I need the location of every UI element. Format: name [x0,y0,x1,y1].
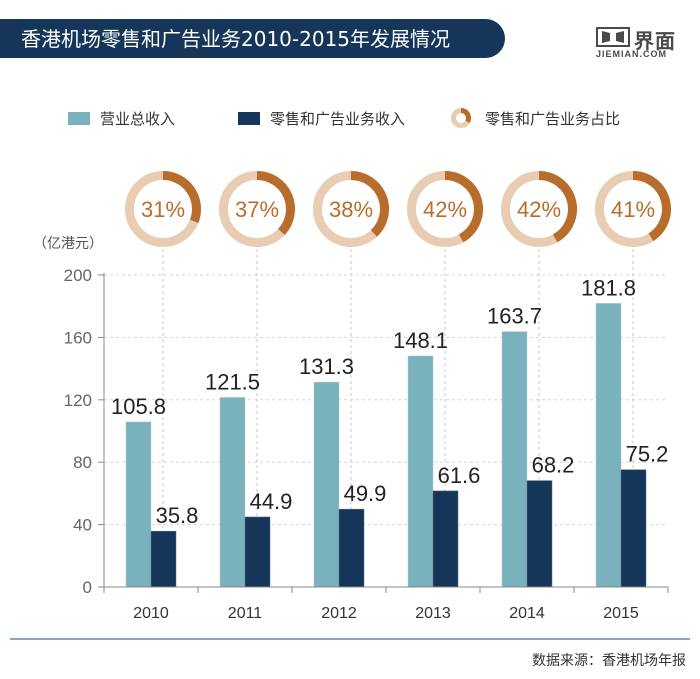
legend-label-total: 营业总收入 [100,109,176,128]
donut-arc [162,171,201,223]
bar-label-retail: 75.2 [626,442,669,467]
bar-label-retail: 35.8 [156,503,199,528]
legend-item-total: 营业总收入 [68,106,175,130]
legend-label-share: 零售和广告业务占比 [485,109,621,128]
donut-label: 42% [517,197,561,222]
bar-total [219,397,246,588]
bar-retail [526,480,553,588]
bar-retail [432,490,459,588]
bar-label-total: 181.8 [581,275,636,300]
donut-label: 37% [235,197,279,222]
legend-label-retail: 零售和广告业务收入 [270,109,406,128]
donut-label: 31% [141,197,185,222]
y-tick-label: 0 [83,578,92,597]
jiemian-logo: 界面 JIEMIAN.COM [596,25,686,65]
x-tick-label: 2014 [509,605,545,622]
donut-arc [256,171,295,236]
donut-arc [632,171,671,242]
donut-arc [444,171,483,243]
y-tick-label: 40 [73,516,92,535]
bar-retail [338,508,365,588]
footer-divider [10,638,690,640]
bar-label-total: 148.1 [393,328,448,353]
legend-swatch-retail [238,111,260,125]
bar-total [501,331,528,588]
y-tick-label: 80 [73,453,92,472]
legend-donut-icon [451,108,471,128]
bar-label-total: 121.5 [205,369,260,394]
bar-total [407,355,434,588]
donut-label: 41% [611,197,655,222]
x-tick-label: 2015 [603,605,639,622]
x-tick-label: 2013 [415,605,451,622]
logo-mark-icon [596,27,630,47]
bar-total [125,421,152,588]
y-axis-unit-label: （亿港元） [33,236,103,252]
chart-title: 香港机场零售和广告业务2010-2015年发展情况 [21,27,451,51]
bar-total [595,303,622,588]
bar-total [313,381,340,588]
bar-label-total: 163.7 [487,304,542,329]
legend-swatch-total [68,111,90,125]
y-tick-label: 160 [64,328,92,347]
donut-label: 38% [329,197,373,222]
y-tick-label: 120 [64,391,92,410]
bar-retail [244,516,271,588]
title-banner [0,19,505,58]
logo-text-en: JIEMIAN.COM [596,49,668,59]
bar-label-retail: 68.2 [532,453,575,478]
data-source: 数据来源：香港机场年报 [532,653,686,669]
bar-label-retail: 44.9 [250,489,293,514]
bar-label-total: 131.3 [299,354,354,379]
logo-text-cn: 界面 [634,29,676,53]
x-tick-label: 2012 [321,605,357,622]
y-tick-label: 200 [64,266,92,285]
donut-label: 42% [423,197,467,222]
bar-label-retail: 61.6 [438,463,481,488]
x-tick-label: 2011 [228,605,263,622]
legend-item-share: 零售和广告业务占比 [451,106,620,130]
bar-label-total: 105.8 [111,394,166,419]
donut-arc [538,171,577,243]
bar-retail [620,469,647,588]
donut-arc [350,171,389,237]
x-tick-label: 2010 [133,605,169,622]
bar-retail [150,530,177,588]
bar-label-retail: 49.9 [344,481,387,506]
legend-item-retail: 零售和广告业务收入 [238,106,405,130]
